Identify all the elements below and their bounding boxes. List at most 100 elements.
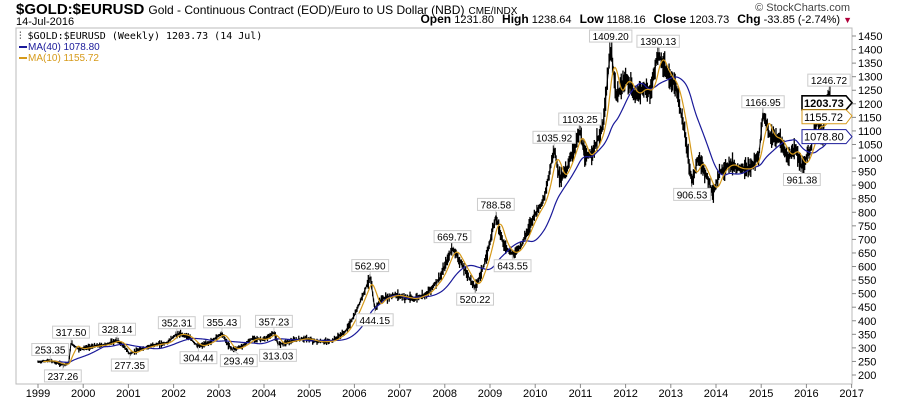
y-tick-label: 700 bbox=[858, 234, 876, 246]
chart-date: 14-Jul-2016 bbox=[16, 16, 75, 28]
price-annotation: 237.26 bbox=[43, 364, 82, 383]
annotation-label: 961.38 bbox=[787, 176, 818, 187]
annotation-label: 1103.25 bbox=[562, 115, 598, 126]
price-annotation: 1166.95 bbox=[741, 95, 785, 113]
ma10-line bbox=[43, 59, 831, 365]
annotation-box bbox=[179, 351, 218, 365]
price-annotation: 304.44 bbox=[179, 346, 218, 365]
annotation-label: 317.50 bbox=[56, 328, 87, 339]
price-annotation: 357.23 bbox=[255, 314, 293, 333]
price-annotation: 317.50 bbox=[52, 325, 90, 344]
price-annotation: 444.15 bbox=[355, 308, 394, 327]
price-annotation: 355.43 bbox=[203, 315, 241, 333]
legend-ma40-text: MA(40) 1078.80 bbox=[28, 42, 100, 53]
price-annotation: 313.03 bbox=[259, 344, 297, 362]
annotation-label: 357.23 bbox=[259, 317, 290, 328]
x-tick-label: 2011 bbox=[569, 388, 593, 400]
y-tick-label: 1250 bbox=[858, 85, 882, 97]
y-tick-label: 1350 bbox=[858, 58, 882, 70]
annotation-label: 562.90 bbox=[355, 262, 386, 273]
x-tick-label: 2013 bbox=[659, 388, 683, 400]
x-tick-label: 2002 bbox=[161, 388, 185, 400]
high-value: 1238.64 bbox=[531, 14, 572, 26]
annotation-box bbox=[259, 348, 297, 362]
y-tick-label: 400 bbox=[858, 316, 876, 328]
price-annotation: 520.22 bbox=[456, 288, 494, 306]
legend-ma40: MA(40) 1078.80 bbox=[19, 42, 262, 53]
annotation-box bbox=[98, 322, 136, 336]
annotation-label: 355.43 bbox=[207, 318, 238, 329]
y-tick-label: 1100 bbox=[858, 126, 882, 138]
price-line bbox=[37, 47, 831, 366]
price-annotation: 253.35 bbox=[31, 343, 70, 361]
plot-frame bbox=[15, 27, 853, 385]
annotation-box bbox=[255, 314, 293, 328]
price-annotation: 352.31 bbox=[157, 316, 196, 334]
annotation-box bbox=[31, 343, 70, 357]
annotation-box bbox=[588, 29, 633, 43]
y-tick-label: 300 bbox=[858, 343, 876, 355]
y-tick-label: 200 bbox=[858, 370, 876, 382]
price-bars bbox=[37, 39, 831, 368]
annotation-box bbox=[203, 315, 241, 329]
y-tick-label: 900 bbox=[858, 180, 876, 192]
annotation-box bbox=[807, 73, 851, 87]
brand-watermark[interactable]: © StockCharts.com bbox=[755, 2, 850, 14]
y-tick-label: 800 bbox=[858, 207, 876, 219]
y-tick-label: 950 bbox=[858, 167, 876, 179]
y-tick-label: 350 bbox=[858, 329, 876, 341]
y-tick-label: 1300 bbox=[858, 72, 882, 84]
price-annotation: 906.53 bbox=[673, 183, 711, 201]
legend-ma10: MA(10) 1155.72 bbox=[19, 53, 262, 64]
x-tick-label: 2003 bbox=[207, 388, 231, 400]
legend-price: ⫶ $GOLD:$EURUSD (Weekly) 1203.73 (14 Jul… bbox=[19, 31, 262, 42]
y-tick-label: 500 bbox=[858, 289, 876, 301]
open-value: 1231.80 bbox=[454, 14, 494, 26]
y-tick-label: 1450 bbox=[858, 31, 882, 43]
close-label: Close bbox=[653, 12, 687, 26]
price-annotation: 669.75 bbox=[433, 230, 472, 248]
close-value: 1203.73 bbox=[689, 14, 730, 26]
price-annotation: 562.90 bbox=[351, 259, 390, 277]
annotation-box bbox=[52, 325, 90, 339]
annotation-box bbox=[157, 316, 196, 330]
ma40-line bbox=[55, 76, 831, 363]
flag-close: 1203.73 bbox=[801, 94, 854, 111]
annotation-label: 1246.72 bbox=[811, 76, 848, 87]
low-value: 1188.16 bbox=[606, 14, 646, 26]
price-annotation: 643.55 bbox=[493, 254, 532, 273]
x-tick-label: 2006 bbox=[342, 388, 366, 400]
price-annotation: 277.35 bbox=[110, 354, 149, 372]
x-tick-label: 2015 bbox=[749, 388, 773, 400]
price-annotation: 1035.92 bbox=[532, 130, 576, 149]
annotation-label: 313.03 bbox=[263, 351, 294, 362]
flag-box bbox=[801, 129, 853, 145]
annotation-box bbox=[43, 369, 82, 383]
x-tick-label: 2009 bbox=[478, 388, 502, 400]
ma10-swatch bbox=[19, 57, 27, 60]
annotation-label: 520.22 bbox=[460, 295, 491, 306]
annotation-box bbox=[219, 354, 258, 368]
annotation-label: 1409.20 bbox=[593, 32, 630, 43]
annotation-box bbox=[456, 292, 494, 306]
high-label: High bbox=[502, 12, 529, 26]
y-tick-label: 1400 bbox=[858, 45, 882, 57]
x-tick-label: 2008 bbox=[433, 388, 457, 400]
annotation-label: 906.53 bbox=[677, 190, 708, 201]
price-annotation: 1390.13 bbox=[636, 34, 680, 53]
y-tick-label: 450 bbox=[858, 302, 876, 314]
annotation-box bbox=[741, 95, 785, 109]
legend-price-text: $GOLD:$EURUSD (Weekly) 1203.73 (14 Jul) bbox=[27, 31, 263, 42]
exchange: CME/INDX bbox=[468, 6, 518, 17]
flag-ma40: 1078.80 bbox=[801, 129, 853, 145]
y-tick-label: 1000 bbox=[858, 153, 882, 165]
price-annotation: 1409.20 bbox=[588, 29, 633, 48]
y-tick-label: 550 bbox=[858, 275, 876, 287]
x-tick-label: 2017 bbox=[839, 388, 863, 400]
annotation-label: 643.55 bbox=[497, 262, 528, 273]
annotation-label: 293.49 bbox=[224, 357, 255, 368]
low-label: Low bbox=[579, 12, 604, 26]
ohlc-bar: Open 1231.80 High 1238.64 Low 1188.16 Cl… bbox=[415, 13, 852, 27]
annotation-label: 237.26 bbox=[48, 372, 79, 383]
